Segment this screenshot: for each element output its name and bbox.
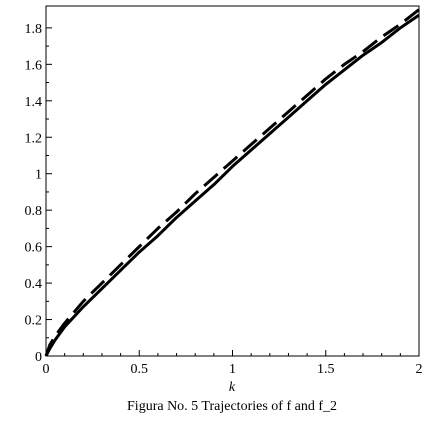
x-tick-label: 2 [416,362,423,377]
y-tick-label: 0.4 [25,277,43,292]
x-tick-label: 1.5 [317,362,335,377]
y-tick-label: 1 [35,168,42,183]
y-tick-label: 1.8 [25,22,43,37]
y-tick-label: 0 [35,350,42,365]
y-tick-label: 0.8 [25,204,43,219]
y-tick-label: 1.6 [25,58,43,73]
series-layer [44,8,420,357]
ticks-layer: 0 0.5 1 1.5 2 0 0.2 0.4 0.6 0.8 1 1.2 1.4 1.6 1.8 [25,22,423,377]
y-tick-label: 1.4 [25,95,43,110]
solid-series-line [44,13,420,357]
figure-caption: Figura No. 5 Trajectories of f and f_2 [127,399,337,414]
x-axis-title: k [229,380,236,395]
x-tick-label: 0.5 [131,362,149,377]
y-tick-label: 0.2 [25,314,43,329]
x-tick-label: 0 [43,362,50,377]
y-tick-label: 0.6 [25,241,43,256]
x-tick-label: 1 [229,362,236,377]
y-tick-label: 1.2 [25,131,43,146]
dashed-series-line [44,8,420,357]
plot-frame [45,5,420,357]
